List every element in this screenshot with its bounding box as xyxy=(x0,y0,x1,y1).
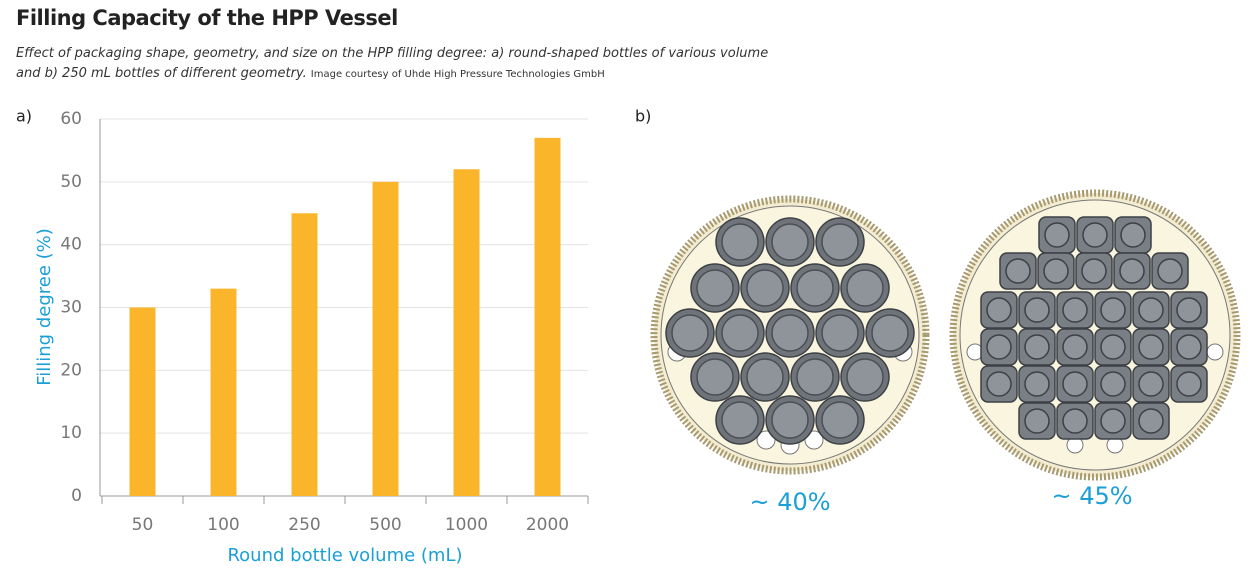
square-bottle-cap xyxy=(1176,371,1202,397)
square-bottle-cap xyxy=(1062,297,1088,323)
round-bottle-cap xyxy=(821,314,859,352)
square-bottle-cap xyxy=(1043,258,1069,284)
credit: Image courtesy of Uhde High Pressure Tec… xyxy=(310,69,605,80)
y-tick-label: 50 xyxy=(60,172,82,192)
y-tick-label: 10 xyxy=(60,423,82,443)
bar xyxy=(291,213,318,496)
square-bottle-cap xyxy=(986,334,1012,360)
square-bottle-cap xyxy=(1138,334,1164,360)
round-bottle-cap xyxy=(721,314,759,352)
square-bottle-cap xyxy=(1176,297,1202,323)
subtitle-block: Effect of packaging shape, geometry, and… xyxy=(16,44,796,85)
square-bottle-cap xyxy=(1062,334,1088,360)
square-bottle-cap xyxy=(1024,334,1050,360)
x-tick-label: 500 xyxy=(369,515,401,535)
round-bottle-cap xyxy=(721,223,759,261)
round-bottle-cap xyxy=(771,314,809,352)
round-bottle-cap xyxy=(821,401,859,439)
x-tick-label: 1000 xyxy=(445,515,488,535)
vessel-illustration xyxy=(650,189,1241,481)
square-bottle-cap xyxy=(1176,334,1202,360)
round-bottle-cap xyxy=(796,269,834,307)
square-bottle-cap xyxy=(1138,297,1164,323)
square-bottle-cap xyxy=(1062,371,1088,397)
square-bottle-cap xyxy=(1024,297,1050,323)
square-bottle-cap xyxy=(1081,258,1107,284)
round-bottle-cap xyxy=(746,269,784,307)
annotation: ~ 45% xyxy=(1051,482,1132,510)
y-tick-label: 0 xyxy=(71,486,82,506)
square-bottle-cap xyxy=(1100,371,1126,397)
panel-label: b) xyxy=(635,107,651,126)
square-bottle-cap xyxy=(1005,258,1031,284)
round-bottle-cap xyxy=(771,401,809,439)
round-bottle-cap xyxy=(871,314,909,352)
bar xyxy=(129,307,156,496)
square-bottle-cap xyxy=(1119,258,1145,284)
round-bottle-cap xyxy=(671,314,709,352)
panel-label: a) xyxy=(16,107,32,126)
hole xyxy=(756,430,776,450)
x-tick-label: 2000 xyxy=(526,515,569,535)
x-tick-label: 50 xyxy=(132,515,154,535)
round-bottle-cap xyxy=(721,401,759,439)
round-bottle-cap xyxy=(846,358,884,396)
bar xyxy=(210,288,237,496)
y-tick-label: 40 xyxy=(60,235,82,255)
subtitle: Effect of packaging shape, geometry, and… xyxy=(16,46,769,81)
round-bottle-cap xyxy=(746,358,784,396)
title: Filling Capacity of the HPP Vessel xyxy=(16,6,398,30)
x-tick-label: 100 xyxy=(207,515,239,535)
square-bottle-cap xyxy=(1138,408,1164,434)
x-tick-label: 250 xyxy=(288,515,320,535)
annotation: ~ 40% xyxy=(749,488,830,516)
bar xyxy=(372,181,399,497)
bar xyxy=(453,169,480,496)
round-bottle-cap xyxy=(846,269,884,307)
square-bottle-cap xyxy=(1062,408,1088,434)
y-tick-label: 30 xyxy=(60,298,82,318)
y-tick-label: 60 xyxy=(60,109,82,129)
square-bottle-cap xyxy=(1120,222,1146,248)
x-axis-label: Round bottle volume (mL) xyxy=(227,545,462,566)
hole xyxy=(804,430,824,450)
round-bottle-cap xyxy=(821,223,859,261)
bar xyxy=(534,137,561,496)
y-tick-label: 20 xyxy=(60,360,82,380)
square-bottle-cap xyxy=(1044,222,1070,248)
square-bottle-cap xyxy=(1138,371,1164,397)
hole xyxy=(1206,343,1224,361)
square-bottle-cap xyxy=(986,371,1012,397)
square-bottle-cap xyxy=(1100,297,1126,323)
round-bottle-cap xyxy=(796,358,834,396)
square-bottle-cap xyxy=(986,297,1012,323)
square-bottle-cap xyxy=(1024,408,1050,434)
y-axis-label: Filling degree (%) xyxy=(34,228,55,386)
round-bottle-cap xyxy=(696,269,734,307)
round-bottle-cap xyxy=(771,223,809,261)
square-bottle-cap xyxy=(1100,334,1126,360)
round-bottle-cap xyxy=(696,358,734,396)
square-bottle-cap xyxy=(1024,371,1050,397)
square-bottle-cap xyxy=(1082,222,1108,248)
square-bottle-cap xyxy=(1100,408,1126,434)
square-bottle-cap xyxy=(1157,258,1183,284)
